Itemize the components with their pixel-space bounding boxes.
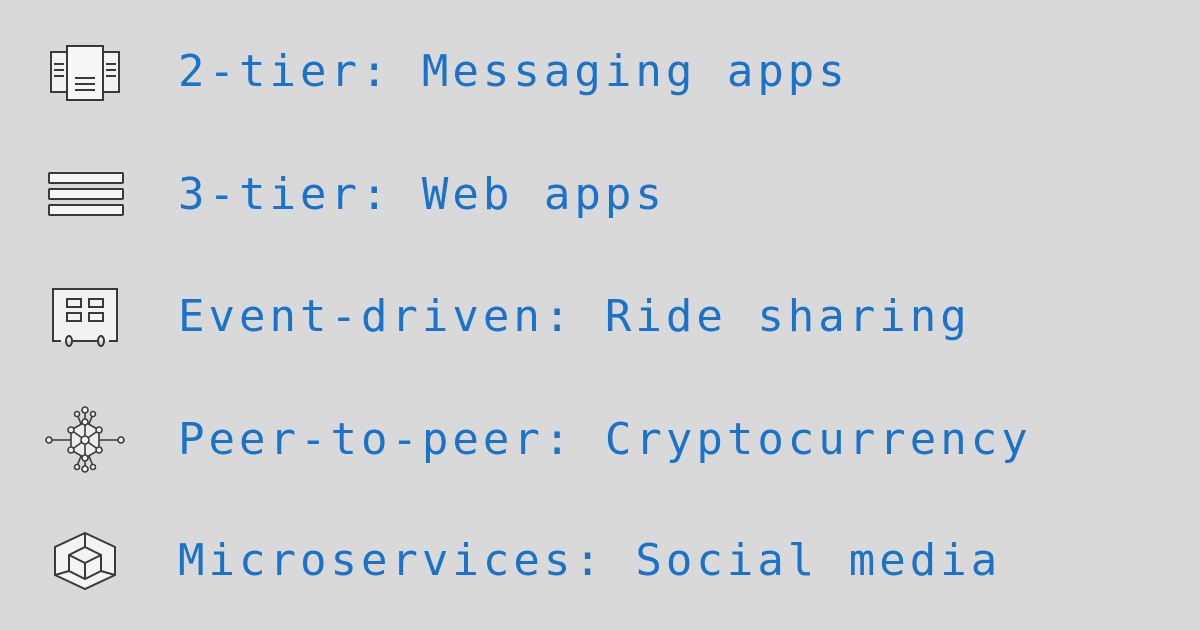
item-label: Peer-to-peer: Cryptocurrency (178, 414, 1032, 465)
event-dashboard-icon (40, 282, 130, 352)
list-item-peer-to-peer: Peer-to-peer: Cryptocurrency (40, 405, 1032, 475)
list-item-2-tier: 2-tier: Messaging apps (40, 37, 849, 107)
list-item-3-tier: 3-tier: Web apps (40, 160, 666, 230)
network-nodes-icon (40, 405, 130, 475)
document-pages-icon (40, 37, 130, 107)
hexagon-cube-icon (40, 526, 130, 596)
list-item-microservices: Microservices: Social media (40, 526, 1001, 596)
item-label: 2-tier: Messaging apps (178, 46, 849, 97)
item-label: Event-driven: Ride sharing (178, 291, 971, 342)
stacked-layers-icon (40, 160, 130, 230)
list-item-event-driven: Event-driven: Ride sharing (40, 282, 971, 352)
item-label: Microservices: Social media (178, 535, 1002, 586)
item-label: 3-tier: Web apps (178, 169, 666, 220)
